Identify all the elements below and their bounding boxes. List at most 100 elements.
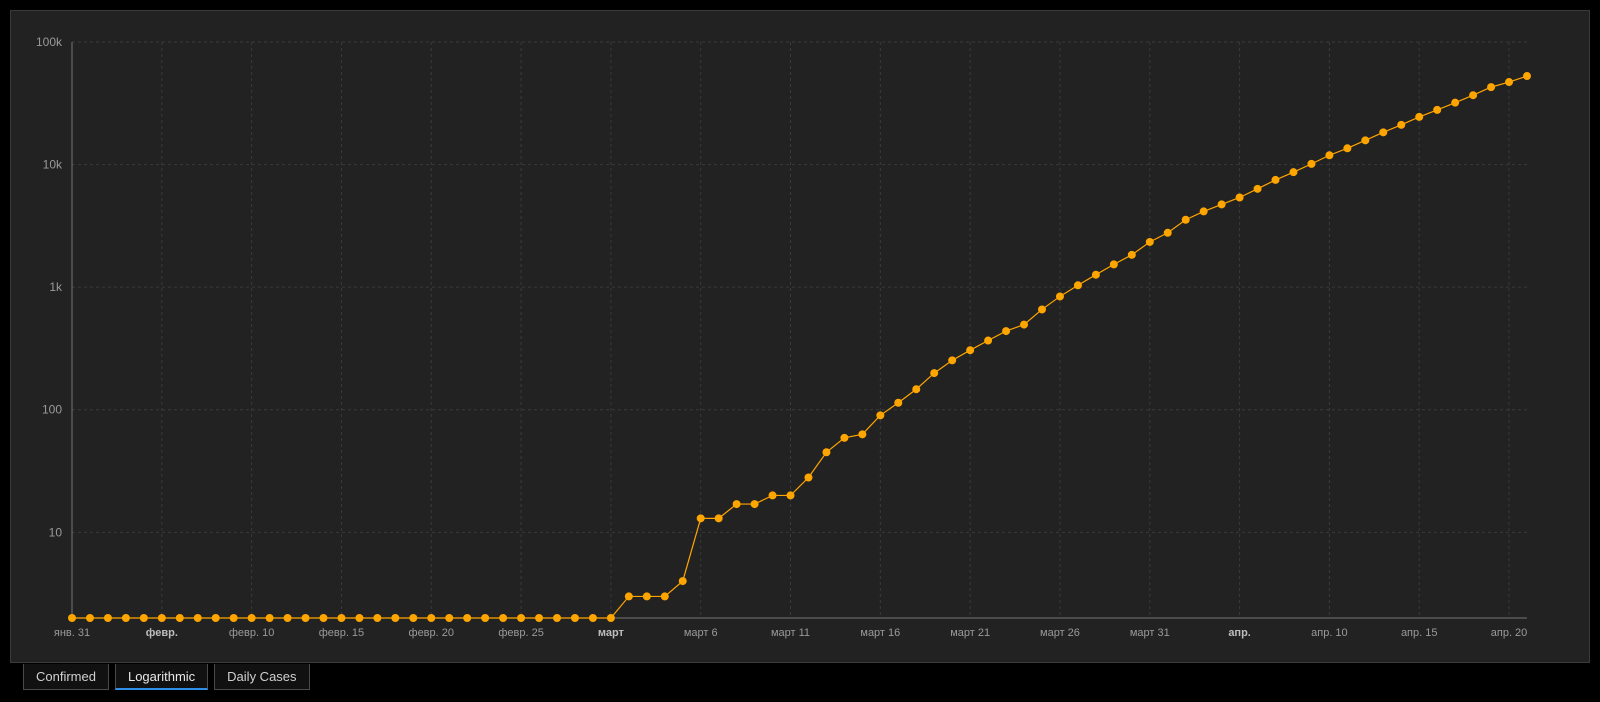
data-point[interactable]	[1002, 327, 1011, 336]
data-point[interactable]	[1271, 175, 1280, 184]
x-tick-label: февр. 25	[498, 627, 543, 639]
chart-svg: янв. 31 февр. февр. 10 февр. 15 февр. 20 февр…	[36, 35, 1531, 639]
data-point[interactable]	[1091, 270, 1100, 279]
data-point[interactable]	[570, 614, 579, 622]
data-point[interactable]	[1451, 98, 1460, 107]
data-point[interactable]	[948, 356, 957, 365]
data-point[interactable]	[1307, 159, 1316, 168]
data-point[interactable]	[139, 614, 148, 622]
data-point[interactable]	[930, 369, 939, 378]
x-tick-label: апр.	[1228, 627, 1251, 639]
data-point[interactable]	[103, 614, 112, 622]
data-point[interactable]	[535, 614, 544, 622]
data-point[interactable]	[301, 614, 310, 622]
y-tick-label: 1k	[49, 280, 63, 294]
data-point[interactable]	[858, 430, 867, 439]
data-point[interactable]	[1038, 305, 1046, 314]
data-point[interactable]	[984, 336, 993, 345]
data-point[interactable]	[912, 385, 921, 394]
data-point[interactable]	[229, 614, 238, 622]
data-point[interactable]	[1289, 168, 1298, 177]
data-point[interactable]	[1073, 281, 1082, 290]
series-line	[72, 75, 1528, 619]
data-point[interactable]	[840, 433, 849, 442]
data-point[interactable]	[193, 614, 202, 622]
data-point[interactable]	[1343, 144, 1352, 153]
data-point[interactable]	[714, 514, 723, 523]
data-point[interactable]	[463, 614, 472, 622]
data-point[interactable]	[894, 398, 903, 407]
data-point[interactable]	[660, 592, 669, 601]
data-point[interactable]	[1433, 105, 1442, 114]
data-point[interactable]	[445, 614, 454, 622]
y-tick-label: 10k	[43, 158, 63, 172]
y-tick-label: 100k	[36, 35, 63, 49]
data-point[interactable]	[1055, 292, 1064, 301]
data-point[interactable]	[1235, 193, 1244, 202]
data-point[interactable]	[175, 614, 184, 622]
data-point[interactable]	[1487, 83, 1496, 92]
data-point[interactable]	[1361, 136, 1370, 145]
x-tick-label: март	[598, 627, 625, 639]
data-point[interactable]	[247, 614, 256, 622]
data-point[interactable]	[1253, 184, 1262, 193]
x-tick-label: март 6	[684, 627, 718, 639]
data-point[interactable]	[211, 614, 220, 622]
data-point[interactable]	[481, 614, 490, 622]
data-point[interactable]	[966, 346, 975, 355]
tab-daily-cases[interactable]: Daily Cases	[214, 664, 310, 690]
tab-confirmed[interactable]: Confirmed	[23, 664, 109, 690]
data-point[interactable]	[1199, 207, 1208, 216]
data-point[interactable]	[678, 577, 687, 586]
data-point[interactable]	[1181, 215, 1190, 224]
data-point[interactable]	[624, 592, 633, 601]
data-point[interactable]	[1163, 228, 1172, 237]
data-point[interactable]	[337, 614, 346, 622]
data-point[interactable]	[283, 614, 292, 622]
data-point[interactable]	[1109, 260, 1118, 269]
data-point[interactable]	[373, 614, 382, 622]
data-point[interactable]	[1217, 200, 1226, 209]
data-point[interactable]	[517, 614, 526, 622]
data-point[interactable]	[876, 411, 885, 420]
data-point[interactable]	[1469, 91, 1478, 100]
data-point[interactable]	[750, 500, 759, 509]
data-point[interactable]	[265, 614, 274, 622]
data-point[interactable]	[68, 614, 76, 622]
data-point[interactable]	[606, 614, 615, 622]
data-point[interactable]	[553, 614, 561, 622]
data-point[interactable]	[822, 448, 831, 457]
data-point[interactable]	[391, 614, 400, 622]
data-point[interactable]	[804, 473, 813, 482]
data-point[interactable]	[1415, 112, 1424, 121]
x-tick-label: апр. 20	[1491, 627, 1528, 639]
data-point[interactable]	[696, 514, 705, 523]
data-point[interactable]	[499, 614, 508, 622]
tab-logarithmic[interactable]: Logarithmic	[114, 664, 209, 690]
data-point[interactable]	[642, 592, 651, 601]
x-tick-label: март 11	[771, 627, 810, 639]
data-point[interactable]	[1325, 151, 1334, 160]
data-point[interactable]	[1379, 128, 1388, 137]
x-tick-label: янв. 31	[54, 627, 90, 639]
data-point[interactable]	[1397, 120, 1406, 129]
data-point[interactable]	[786, 491, 795, 500]
data-point[interactable]	[588, 614, 597, 622]
data-point[interactable]	[319, 614, 328, 622]
data-point[interactable]	[1505, 78, 1514, 87]
data-point[interactable]	[427, 614, 436, 622]
x-tick-label: март 16	[860, 627, 900, 639]
data-point[interactable]	[1145, 237, 1154, 246]
data-point[interactable]	[355, 614, 364, 622]
data-point[interactable]	[732, 500, 741, 509]
data-point[interactable]	[409, 614, 418, 622]
data-point[interactable]	[768, 491, 777, 500]
data-point[interactable]	[1523, 72, 1531, 81]
data-point[interactable]	[157, 614, 166, 622]
x-tick-label: февр. 15	[319, 627, 364, 639]
data-point[interactable]	[121, 614, 130, 622]
data-point[interactable]	[1127, 250, 1136, 259]
data-point[interactable]	[85, 614, 94, 622]
x-tick-label: февр. 10	[229, 627, 274, 639]
data-point[interactable]	[1020, 320, 1029, 329]
